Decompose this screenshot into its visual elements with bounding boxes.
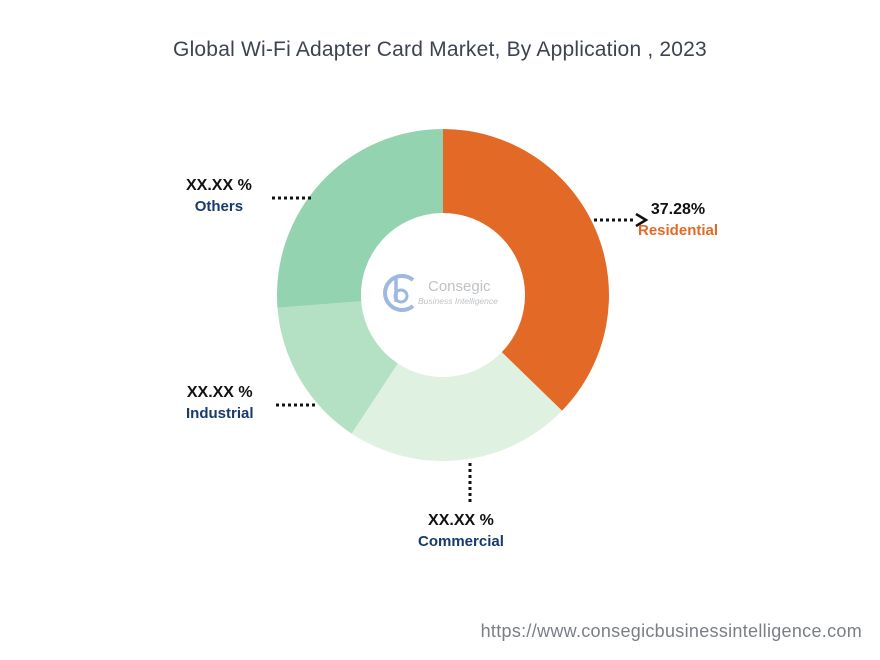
logo-ring-icon — [383, 274, 415, 312]
footer-url: https://www.consegicbusinessintelligence… — [480, 621, 862, 641]
slice-value-industrial: XX.XX % — [186, 384, 253, 401]
slice-value-residential: 37.28% — [650, 201, 706, 218]
slice-residential — [443, 129, 609, 411]
slice-label-residential: 37.28% Residential — [638, 201, 718, 239]
slice-commercial — [351, 352, 562, 461]
slice-category-residential: Residential — [638, 222, 719, 239]
watermark-text: Consegic — [428, 278, 491, 295]
arrowhead-icon — [635, 212, 649, 228]
slice-industrial — [277, 301, 398, 434]
slice-category-commercial: Commercial — [418, 533, 504, 550]
chart-title: Global Wi-Fi Adapter Card Market, By App… — [173, 38, 707, 61]
slice-label-commercial: XX.XX % Commercial — [418, 512, 504, 550]
slice-label-industrial: XX.XX % Industrial — [186, 384, 254, 422]
slice-value-others: XX.XX % — [186, 177, 252, 194]
slice-category-industrial: Industrial — [186, 405, 254, 422]
watermark-subtext: Business Intelligence — [418, 296, 498, 306]
slice-others — [277, 129, 443, 308]
slice-label-others: XX.XX % Others — [186, 177, 252, 215]
slice-value-commercial: XX.XX % — [428, 512, 494, 529]
slice-category-others: Others — [194, 198, 244, 215]
logo-bowl-icon — [393, 288, 409, 304]
